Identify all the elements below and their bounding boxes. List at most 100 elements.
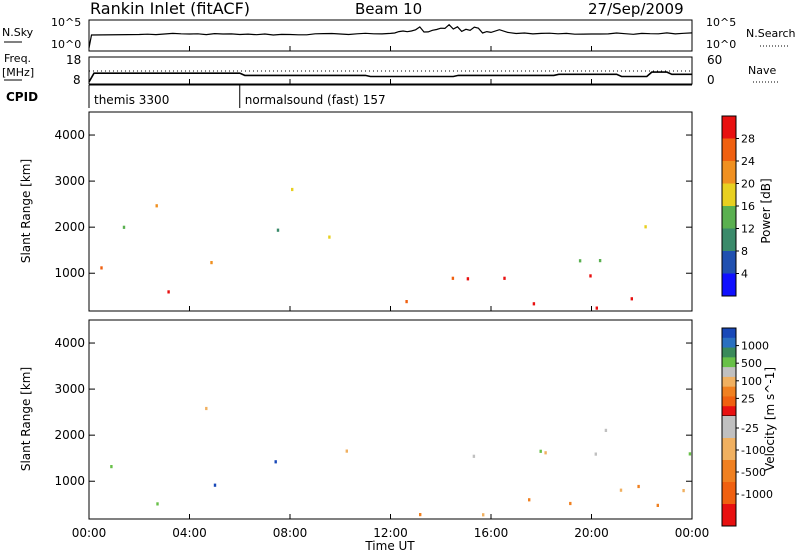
power-colorbar-label: Power [dB] <box>759 178 773 243</box>
vel-cbar-top-swatch-8 <box>722 406 736 417</box>
noise-left-tick-high: 10^5 <box>51 16 81 29</box>
cell-7 <box>656 503 659 507</box>
vel-cbar-low-swatch-7 <box>722 482 736 505</box>
vel-cbar-low-swatch-6 <box>722 460 736 483</box>
vel-cbar-top-swatch-4 <box>722 367 736 378</box>
cell-7 <box>682 489 685 493</box>
station-title: Rankin Inlet (fitACF) <box>90 0 250 18</box>
velocity-colorbar-label: Velocity [m s^-1] <box>763 367 777 471</box>
power-ytick-label-2: 2000 <box>54 220 85 234</box>
vel-cbar-top-swatch-3 <box>722 357 736 368</box>
freq-left-tick-low: 8 <box>73 73 81 87</box>
cell-9 <box>532 302 536 306</box>
vel-cbar-low-label-1: -100 <box>741 444 766 457</box>
velocity-ytick-label-1: 3000 <box>54 382 85 396</box>
power-cbar-tick-label-2: 20 <box>741 178 755 191</box>
vel-cbar-low-swatch-5 <box>722 438 736 461</box>
cell-7 <box>569 501 572 506</box>
cell-7 <box>637 484 640 489</box>
power-cbar-swatch-0 <box>722 116 736 139</box>
power-cbar-swatch-5 <box>722 228 736 252</box>
cell-10 <box>598 259 602 263</box>
cell-8 <box>472 454 476 458</box>
xtick-label-3: 12:00 <box>373 526 408 540</box>
velocity-ylabel: Slant Range [km] <box>19 367 33 471</box>
vel-cbar-frame-full <box>721 327 737 527</box>
xtick-label-1: 04:00 <box>172 526 207 540</box>
noise-right-tick-high: 10^5 <box>706 16 736 29</box>
cell-1 <box>156 502 159 506</box>
freq-right-tick-high: 60 <box>707 53 722 67</box>
power-panel-frame <box>88 111 693 312</box>
cell-3 <box>155 204 158 208</box>
noise-sky-line <box>88 23 693 49</box>
power-ylabel: Slant Range [km] <box>19 159 33 263</box>
noise-right-label: N.Search <box>746 27 796 40</box>
power-cbar-swatch-6 <box>722 251 736 274</box>
power-ytick-label-1: 3000 <box>54 174 85 188</box>
time-axis-ticks: 00:00 04:00 08:00 12:00 16:00 20:00 00:00 <box>72 46 710 540</box>
time-axis-label: Time UT <box>364 539 415 553</box>
power-cbar-tick-label-0: 28 <box>741 133 755 146</box>
velocity-ytick-label-2: 2000 <box>54 428 85 442</box>
cell-3 <box>213 483 217 487</box>
cell-8 <box>544 451 547 455</box>
noise-left-label: N.Sky <box>2 26 34 39</box>
cell-5 <box>345 449 348 453</box>
power-cbar-swatch-1 <box>722 138 736 162</box>
cell-1 <box>122 225 126 229</box>
cpid-program-1: normalsound (fast) 157 <box>245 93 386 107</box>
freq-line <box>88 71 692 83</box>
cell-7 <box>482 513 485 517</box>
power-cbar-tick-label-6: 4 <box>741 268 748 281</box>
beam-title: Beam 10 <box>355 0 422 18</box>
xtick-label-4: 16:00 <box>474 526 509 540</box>
velocity-panel-frame <box>88 319 693 520</box>
cell-9 <box>503 276 506 280</box>
cell-8 <box>539 449 542 453</box>
cell-7 <box>528 498 531 502</box>
velocity-scatter-cells <box>110 406 692 517</box>
cell-5 <box>276 228 280 232</box>
noise-right-tick-low: 10^0 <box>706 38 736 51</box>
cell-7 <box>619 488 623 492</box>
vel-cbar-low-label-3: -1000 <box>741 488 773 501</box>
cell-0 <box>110 465 113 469</box>
velocity-yaxis-ticks: 4000 3000 2000 1000 <box>54 336 692 488</box>
vel-cbar-top-tick-label-2: 100 <box>741 375 762 388</box>
cell-10 <box>644 225 647 229</box>
cell-9 <box>604 428 608 432</box>
power-cbar-tick-label-3: 16 <box>741 200 755 213</box>
vel-cbar-top-swatch-1 <box>722 337 736 349</box>
cell-4 <box>274 460 277 464</box>
vel-cbar-top-swatch-7 <box>722 396 736 407</box>
power-cbar-swatch-3 <box>722 183 736 207</box>
vel-cbar-top-tick-label-1: 500 <box>741 357 762 370</box>
velocity-colorbar: 1000 500 100 25 -25 -100 -500 -1000 <box>721 327 773 527</box>
power-cbar-swatch-7 <box>722 273 736 297</box>
cell-9 <box>630 297 633 301</box>
cell-9 <box>595 306 598 310</box>
freq-right-tick-low: 0 <box>707 73 715 87</box>
power-ytick-label-0: 4000 <box>54 128 85 142</box>
power-cbar-tick-label-4: 12 <box>741 223 755 236</box>
vel-cbar-top-swatch-5 <box>722 376 736 388</box>
cell-10 <box>578 259 582 263</box>
cell-9 <box>466 277 470 281</box>
vel-cbar-top-tick-label-3: 25 <box>741 392 755 405</box>
cell-9 <box>594 452 597 456</box>
cell-9 <box>451 276 455 280</box>
cell-0 <box>100 266 103 270</box>
xtick-label-2: 08:00 <box>273 526 308 540</box>
cell-7 <box>328 235 331 239</box>
vel-cbar-low-swatch-8 <box>722 504 736 527</box>
cpid-label: CPID <box>6 90 38 104</box>
xtick-label-5: 20:00 <box>574 526 609 540</box>
vel-cbar-top-tick-label-0: 1000 <box>741 340 769 353</box>
xtick-label-0: 00:00 <box>72 526 107 540</box>
cell-9 <box>405 300 408 304</box>
vel-cbar-low-label-2: -500 <box>741 466 766 479</box>
cell-9 <box>589 274 592 278</box>
xtick-label-6: 00:00 <box>675 526 710 540</box>
